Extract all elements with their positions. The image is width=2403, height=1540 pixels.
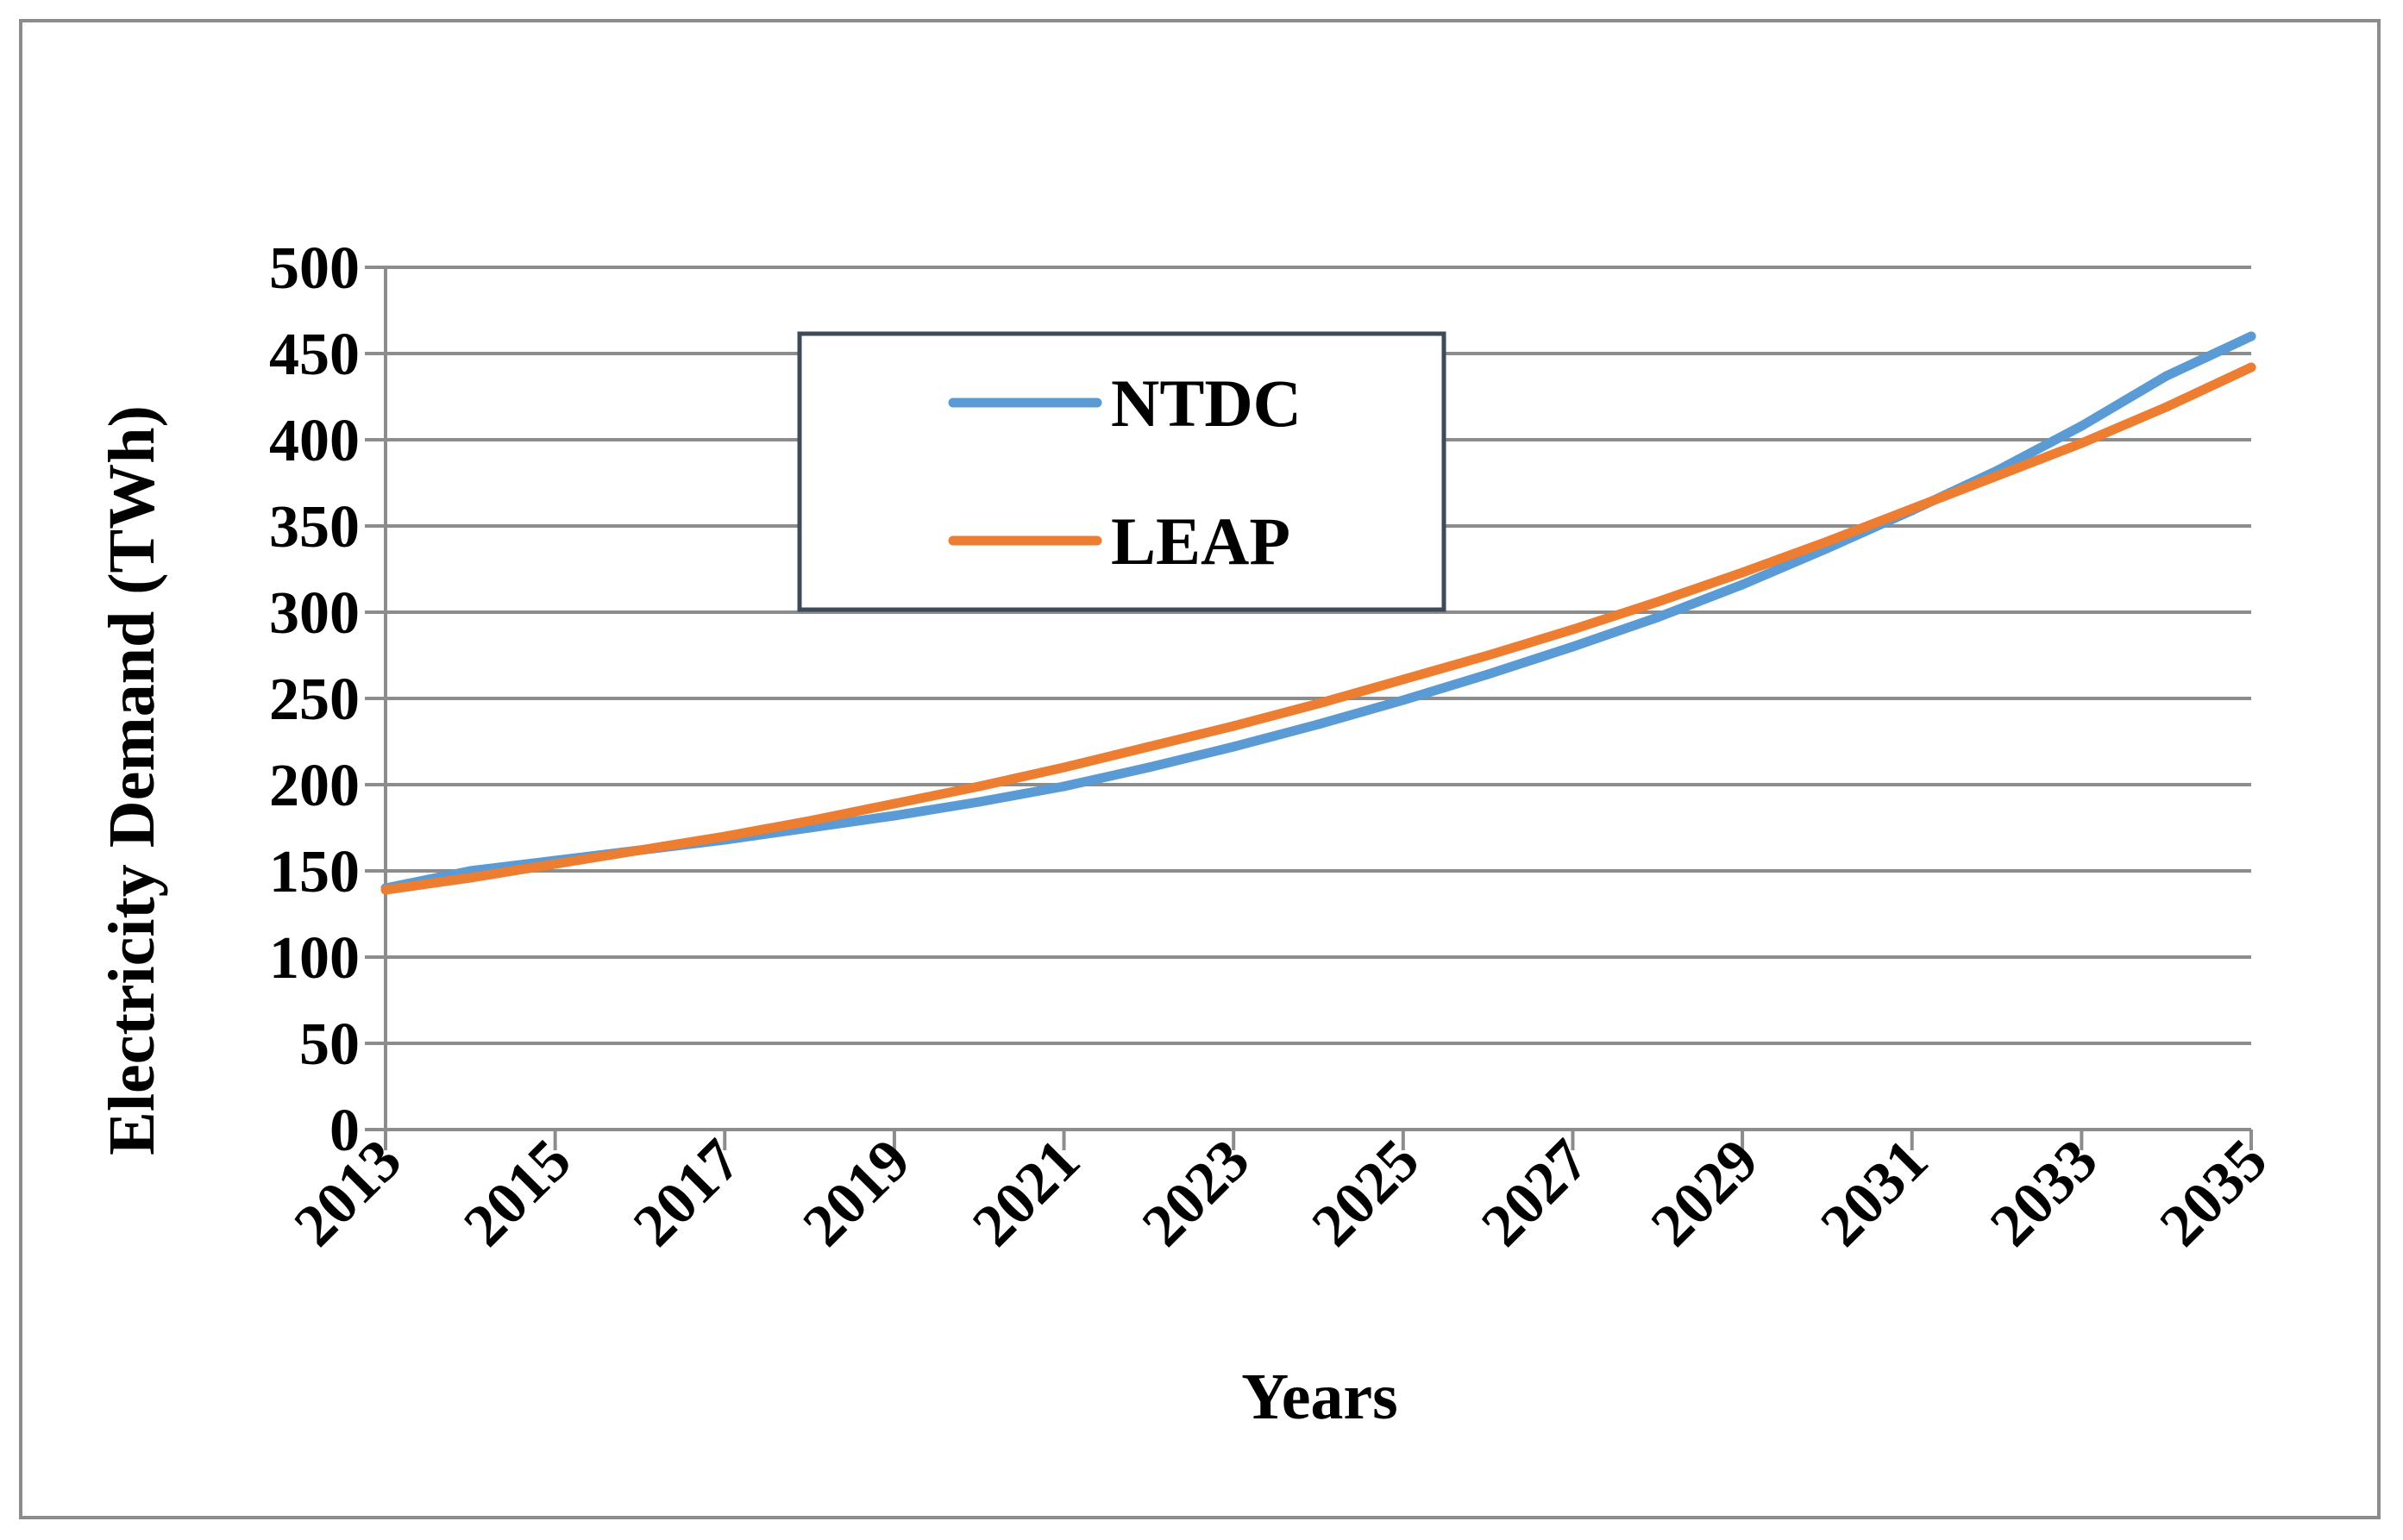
y-tick-label-350: 350 — [269, 494, 360, 560]
data-point-leap-2025 — [1398, 674, 1409, 685]
data-point-leap-2015 — [550, 859, 561, 869]
data-point-leap-2027 — [1567, 624, 1578, 635]
data-point-ntdc-2025 — [1398, 695, 1409, 705]
x-tick-label-2033: 2033 — [1978, 1127, 2110, 1259]
y-tick-label-0: 0 — [329, 1098, 360, 1164]
data-point-leap-2034 — [2161, 402, 2172, 412]
data-point-leap-2014 — [465, 873, 475, 883]
legend: NTDC LEAP — [797, 331, 1446, 612]
data-point-leap-2028 — [1653, 597, 1663, 607]
data-point-leap-2031 — [1907, 504, 1917, 514]
data-point-ntdc-2020 — [974, 797, 984, 807]
x-tick-label-2029: 2029 — [1639, 1127, 1771, 1259]
data-point-ntdc-2019 — [889, 811, 900, 821]
data-point-ntdc-2024 — [1314, 719, 1323, 729]
x-tick-label-2023: 2023 — [1130, 1127, 1262, 1259]
data-point-leap-2032 — [1992, 471, 2002, 481]
data-point-ntdc-2027 — [1567, 642, 1578, 652]
y-tick-label-400: 400 — [269, 408, 360, 474]
y-tick-label-500: 500 — [269, 235, 360, 302]
data-point-leap-2018 — [805, 816, 815, 826]
x-axis-title: Years — [1241, 1361, 1398, 1433]
legend-box — [797, 331, 1446, 612]
data-point-ntdc-2033 — [2076, 421, 2086, 431]
y-tick-label-100: 100 — [269, 925, 360, 992]
data-point-leap-2023 — [1228, 721, 1239, 731]
data-point-leap-2030 — [1822, 536, 1832, 547]
x-tick-labels: 2013 2015 2017 2019 2021 2023 2025 2027 2029 2031… — [282, 1127, 2280, 1259]
data-point-ntdc-2023 — [1228, 742, 1239, 752]
x-tick-label-2035: 2035 — [2148, 1127, 2280, 1259]
x-tick-label-2027: 2027 — [1469, 1127, 1601, 1259]
data-point-ntdc-2026 — [1483, 669, 1493, 679]
data-point-ntdc-2029 — [1737, 579, 1747, 590]
data-point-ntdc-2035 — [2246, 331, 2256, 341]
data-point-leap-2013 — [380, 885, 391, 895]
x-tick-label-2013: 2013 — [282, 1127, 414, 1259]
y-tick-label-450: 450 — [269, 322, 360, 388]
data-point-leap-2033 — [2076, 438, 2086, 448]
data-point-ntdc-2021 — [1059, 781, 1070, 792]
x-tick-label-2015: 2015 — [452, 1127, 584, 1259]
data-point-ntdc-2028 — [1653, 612, 1663, 623]
data-point-leap-2024 — [1314, 698, 1323, 709]
data-point-leap-2021 — [1059, 762, 1070, 773]
legend-label-leap: LEAP — [1111, 504, 1290, 579]
data-point-leap-2020 — [974, 781, 984, 792]
y-tick-label-150: 150 — [269, 839, 360, 905]
x-tick-label-2031: 2031 — [1809, 1127, 1941, 1259]
data-point-leap-2022 — [1144, 742, 1154, 752]
series-lines — [380, 331, 2256, 895]
axes — [365, 266, 2253, 1150]
y-tick-label-200: 200 — [269, 753, 360, 819]
y-axis-title: Electricity Demand (TWh) — [96, 405, 168, 1155]
data-point-ntdc-2022 — [1144, 762, 1154, 773]
x-tick-label-2021: 2021 — [960, 1127, 1092, 1259]
data-point-leap-2029 — [1737, 567, 1747, 578]
x-tick-label-2017: 2017 — [621, 1127, 753, 1259]
data-point-leap-2026 — [1483, 650, 1493, 660]
y-tick-labels: 0 50 100 150 200 250 300 350 400 450 500 — [269, 235, 360, 1164]
data-point-leap-2019 — [889, 798, 900, 809]
data-point-leap-2017 — [719, 831, 730, 842]
x-tick-label-2025: 2025 — [1300, 1127, 1432, 1259]
y-tick-label-50: 50 — [299, 1011, 360, 1078]
legend-label-ntdc: NTDC — [1111, 366, 1302, 441]
data-point-ntdc-2034 — [2161, 371, 2172, 381]
x-tick-label-2019: 2019 — [791, 1127, 923, 1259]
y-tick-label-250: 250 — [269, 667, 360, 733]
data-point-leap-2016 — [635, 845, 645, 855]
data-point-leap-2035 — [2246, 362, 2256, 372]
y-tick-label-300: 300 — [269, 580, 360, 647]
